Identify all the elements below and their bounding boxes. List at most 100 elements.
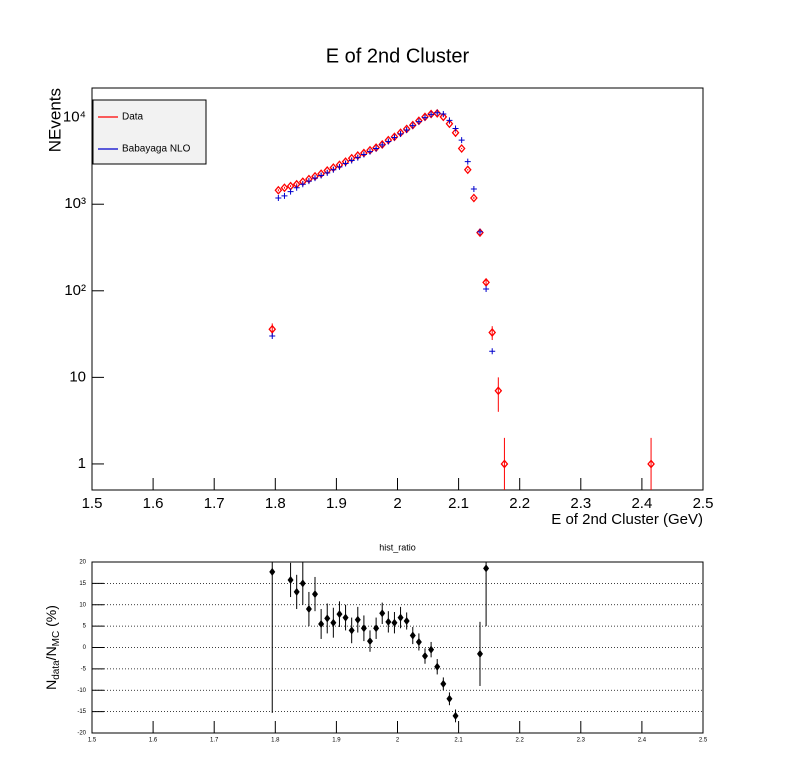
x-tick-label: 1.8 [271, 738, 280, 744]
data-point [476, 649, 483, 658]
x-tick-label: 1.6 [143, 495, 164, 512]
y-axis-label-part: data [51, 660, 62, 680]
x-tick-label: 1.9 [332, 738, 341, 744]
mc-point [385, 138, 392, 145]
mc-point [397, 130, 404, 137]
data-point [483, 564, 490, 573]
data-point [299, 579, 306, 588]
legend-label: Babayaga NLO [122, 144, 191, 155]
mc-point [391, 134, 398, 141]
mc-point [409, 122, 416, 129]
x-tick-label: 2 [396, 738, 400, 744]
x-tick-label: 2.5 [699, 738, 708, 744]
data-point [434, 662, 441, 671]
y-tick-label: 10 [69, 368, 86, 385]
data-point [470, 193, 478, 203]
y-tick-label: 10³ [64, 195, 86, 212]
data-point [482, 277, 490, 287]
y-axis-label: Ndata/NMC (%) [43, 605, 62, 690]
data-point [409, 631, 416, 640]
y-tick-label: 10 [79, 602, 86, 608]
x-tick-label: 2.1 [454, 738, 463, 744]
mc-point [403, 126, 410, 133]
x-tick-label: 2.5 [693, 495, 714, 512]
mc-point [299, 181, 306, 188]
data-point [428, 645, 435, 654]
x-tick-label: 2.2 [509, 495, 530, 512]
data-point [457, 144, 466, 154]
data-point [269, 567, 276, 576]
x-tick-label: 1.5 [88, 738, 97, 744]
mc-point [373, 145, 380, 152]
data-point [354, 615, 361, 624]
legend-label: Data [122, 112, 144, 123]
data-point [446, 694, 453, 703]
mc-point [348, 157, 355, 164]
y-tick-label: -5 [81, 666, 87, 672]
y-tick-label: 1 [78, 455, 86, 472]
x-tick-label: 1.5 [82, 495, 103, 512]
data-point [268, 324, 277, 334]
mc-point [305, 178, 312, 185]
x-tick-label: 1.7 [210, 738, 219, 744]
data-point [421, 652, 428, 661]
mc-point [446, 117, 453, 124]
data-point [274, 185, 283, 195]
y-tick-label: -10 [77, 688, 86, 694]
mc-point [324, 169, 331, 176]
data-point [318, 619, 325, 628]
chart-title: E of 2nd Cluster [326, 45, 470, 67]
data-point [324, 614, 331, 623]
mc-point [421, 114, 428, 121]
y-tick-label: 15 [79, 581, 86, 587]
data-point [439, 112, 448, 122]
x-tick-label: 1.6 [149, 738, 158, 744]
data-point [433, 108, 442, 118]
mc-point [293, 184, 300, 191]
y-axis-label: NEvents [45, 88, 64, 152]
mc-point [379, 141, 386, 148]
x-tick-label: 2.3 [570, 495, 591, 512]
x-axis-label: E of 2nd Cluster (GeV) [551, 511, 703, 528]
mc-point [287, 188, 294, 195]
data-point [330, 618, 337, 627]
data-point [494, 386, 503, 396]
y-axis-label-part: N [43, 680, 59, 690]
data-point [367, 637, 374, 646]
legend-box [92, 99, 207, 165]
y-axis-label-part: /N [43, 646, 59, 660]
data-point [397, 613, 404, 622]
mc-point [428, 111, 435, 118]
data-point [427, 109, 435, 119]
data-point [287, 575, 294, 584]
mc-point [470, 185, 477, 192]
data-point [342, 613, 349, 622]
y-tick-label: 5 [83, 624, 87, 630]
data-point [385, 617, 392, 626]
mc-point [367, 148, 374, 155]
chart-title: hist_ratio [379, 542, 416, 552]
x-tick-label: 2 [393, 495, 401, 512]
data-point [445, 119, 454, 129]
data-point [451, 128, 460, 138]
mc-point [318, 172, 325, 179]
mc-point [281, 192, 288, 199]
x-tick-label: 2.4 [638, 738, 647, 744]
y-tick-label: 0 [83, 645, 87, 651]
y-tick-label: 10² [64, 282, 86, 299]
y-axis-label-part: (%) [43, 605, 59, 631]
mc-point [312, 175, 319, 182]
x-tick-label: 2.3 [577, 738, 586, 744]
y-axis-label-part: MC [51, 631, 62, 647]
data-point [378, 139, 387, 149]
mc-point [489, 348, 496, 355]
data-point [500, 459, 509, 469]
data-point [452, 711, 459, 720]
mc-point [458, 137, 465, 144]
y-tick-label: -15 [77, 709, 86, 715]
data-point [391, 618, 398, 627]
data-point [348, 626, 355, 635]
mc-point [483, 285, 490, 292]
